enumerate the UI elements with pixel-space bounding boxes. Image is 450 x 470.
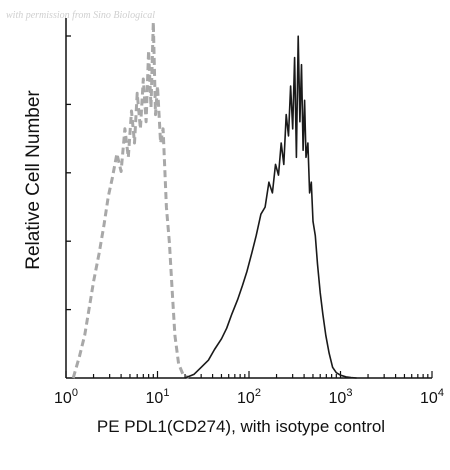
x-axis-label: PE PDL1(CD274), with isotype control (97, 417, 385, 436)
x-tick-label-base: 10 (146, 390, 164, 407)
plot-area: 100 101 102 103 104 (54, 18, 444, 407)
x-tick-label-exponent: 3 (346, 387, 352, 399)
x-tick-label-base: 10 (329, 390, 347, 407)
x-tick-label-exponent: 1 (163, 387, 169, 399)
x-tick-label-2: 102 (237, 387, 261, 407)
y-axis-label: Relative Cell Number (23, 90, 44, 270)
x-tick-label-exponent: 0 (72, 387, 78, 399)
x-tick-label-base: 10 (54, 390, 72, 407)
x-tick-label-3: 103 (329, 387, 353, 407)
x-tick-label-exponent: 2 (255, 387, 261, 399)
x-tick-label-4: 104 (420, 387, 444, 407)
pdl1-histogram (184, 35, 357, 379)
x-tick-label-1: 101 (146, 387, 170, 407)
x-tick-label-base: 10 (420, 390, 438, 407)
x-tick-label-exponent: 4 (438, 387, 444, 399)
watermark: with permission from Sino Biological (6, 10, 155, 21)
x-tick-label-base: 10 (237, 390, 255, 407)
x-tick-label-0: 100 (54, 387, 78, 407)
isotype-control-histogram (71, 20, 190, 380)
